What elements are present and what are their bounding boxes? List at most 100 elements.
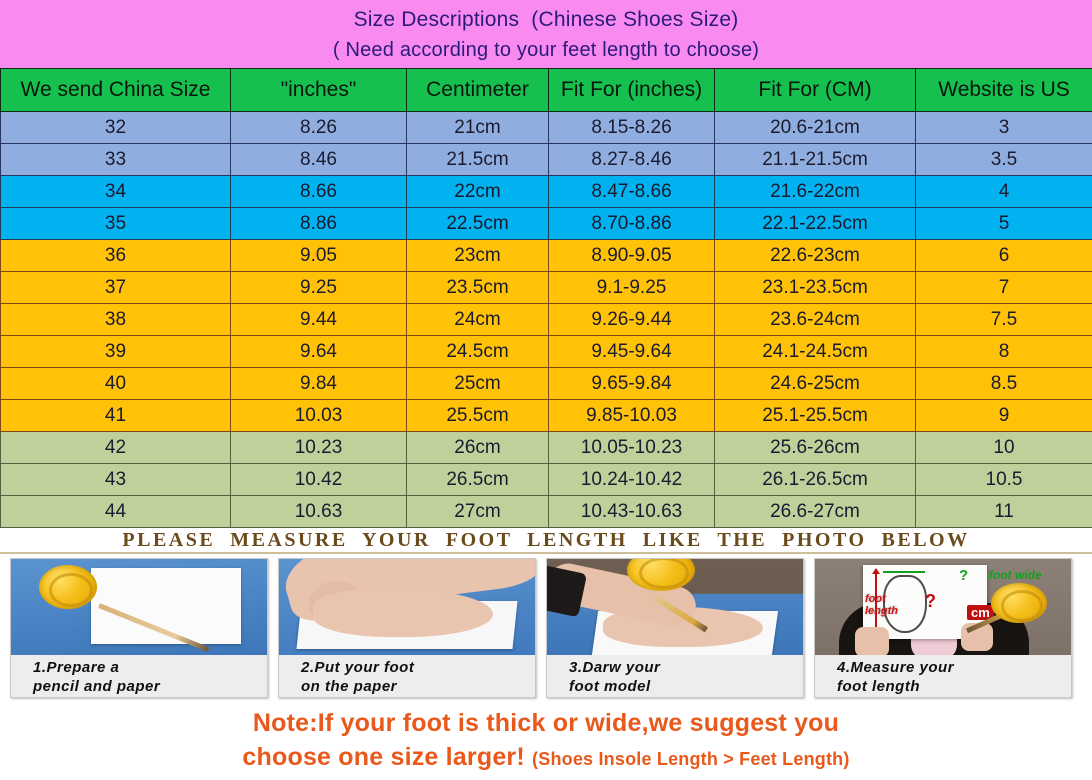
note-line-2-wrapper: choose one size larger! (Shoes Insole Le… [0,740,1092,776]
cell-fit-inches: 9.1-9.25 [548,271,715,304]
cell-us-size: 6 [915,239,1092,272]
step-1-photo [11,559,267,657]
cell-centimeter: 25.5cm [406,399,549,432]
cell-fit-cm: 25.6-26cm [714,431,916,464]
cell-inches: 8.26 [230,111,407,144]
cell-fit-inches: 8.27-8.46 [548,143,715,176]
cell-china-size: 32 [0,111,231,144]
cell-centimeter: 21cm [406,111,549,144]
table-row: 38 9.44 24cm 9.26-9.44 23.6-24cm 7.5 [0,303,1092,336]
lollipop-icon [627,559,695,591]
cell-china-size: 39 [0,335,231,368]
table-row: 35 8.86 22.5cm 8.70-8.86 22.1-22.5cm 5 [0,207,1092,240]
column-header-website-us: Website is US [915,68,1092,112]
cell-centimeter: 23cm [406,239,549,272]
cell-china-size: 43 [0,463,231,496]
cell-fit-inches: 8.15-8.26 [548,111,715,144]
column-header-china-size: We send China Size [0,68,231,112]
step-card-3: 3.Darw your foot model [546,558,804,698]
table-header-row: We send China Size "inches" Centimeter F… [0,68,1092,112]
cell-fit-cm: 23.6-24cm [714,303,916,336]
page-title: Size Descriptions (Chinese Shoes Size) [353,8,739,31]
step-3-caption: 3.Darw your foot model [547,655,803,697]
annotation-foot-length: foot length [865,593,898,617]
hand-shape [855,627,889,657]
table-row: 41 10.03 25.5cm 9.85-10.03 25.1-25.5cm 9 [0,399,1092,432]
cell-fit-inches: 10.43-10.63 [548,495,715,528]
cell-centimeter: 25cm [406,367,549,400]
step-card-1: 1.Prepare a pencil and paper [10,558,268,698]
cell-inches: 9.84 [230,367,407,400]
cell-china-size: 34 [0,175,231,208]
cell-fit-inches: 9.45-9.64 [548,335,715,368]
cell-us-size: 7 [915,271,1092,304]
cell-fit-cm: 22.1-22.5cm [714,207,916,240]
cell-us-size: 3 [915,111,1092,144]
cell-china-size: 40 [0,367,231,400]
step-4-photo: foot length ? ? foot wide cm [815,559,1071,657]
cell-fit-cm: 25.1-25.5cm [714,399,916,432]
table-row: 43 10.42 26.5cm 10.24-10.42 26.1-26.5cm 10.5 [0,463,1092,496]
cell-china-size: 41 [0,399,231,432]
annotation-question-green: ? [959,567,969,584]
cell-centimeter: 24.5cm [406,335,549,368]
cell-fit-inches: 8.90-9.05 [548,239,715,272]
cell-centimeter: 23.5cm [406,271,549,304]
cell-fit-inches: 9.65-9.84 [548,367,715,400]
cell-inches: 8.86 [230,207,407,240]
cell-fit-cm: 26.1-26.5cm [714,463,916,496]
column-header-centimeter: Centimeter [406,68,549,112]
cell-fit-cm: 23.1-23.5cm [714,271,916,304]
title-block: Size Descriptions (Chinese Shoes Size) (… [0,0,1092,68]
cell-china-size: 38 [0,303,231,336]
cell-us-size: 7.5 [915,303,1092,336]
column-header-fit-cm: Fit For (CM) [714,68,916,112]
lollipop-icon [39,565,97,609]
cell-fit-inches: 9.26-9.44 [548,303,715,336]
cell-centimeter: 24cm [406,303,549,336]
cell-fit-cm: 21.1-21.5cm [714,143,916,176]
table-row: 32 8.26 21cm 8.15-8.26 20.6-21cm 3 [0,111,1092,144]
cell-china-size: 42 [0,431,231,464]
cell-fit-inches: 9.85-10.03 [548,399,715,432]
cell-centimeter: 27cm [406,495,549,528]
table-row: 39 9.64 24.5cm 9.45-9.64 24.1-24.5cm 8 [0,335,1092,368]
step-2-photo [279,559,535,657]
cell-us-size: 10.5 [915,463,1092,496]
note-line-2: choose one size larger! [242,743,525,771]
step-card-4: foot length ? ? foot wide cm 4.Measure y… [814,558,1072,698]
annotation-foot-wide: foot wide [989,568,1042,582]
cell-china-size: 35 [0,207,231,240]
cell-centimeter: 26cm [406,431,549,464]
annotation-question-red: ? [925,591,936,611]
cell-fit-cm: 20.6-21cm [714,111,916,144]
measure-banner-text: PLEASE MEASURE YOUR FOOT LENGTH LIKE THE… [122,528,970,551]
cell-centimeter: 21.5cm [406,143,549,176]
lollipop-icon [991,583,1047,623]
note-line-1: Note:If your foot is thick or wide,we su… [252,709,840,737]
cell-inches: 10.23 [230,431,407,464]
cell-inches: 9.64 [230,335,407,368]
step-1-caption: 1.Prepare a pencil and paper [11,655,267,697]
cell-fit-cm: 26.6-27cm [714,495,916,528]
cell-fit-cm: 24.1-24.5cm [714,335,916,368]
cell-fit-inches: 8.70-8.86 [548,207,715,240]
column-header-fit-inches: Fit For (inches) [548,68,715,112]
cell-us-size: 8 [915,335,1092,368]
cell-us-size: 8.5 [915,367,1092,400]
cell-fit-inches: 10.05-10.23 [548,431,715,464]
step-card-2: 2.Put your foot on the paper [278,558,536,698]
cell-centimeter: 22cm [406,175,549,208]
size-table: We send China Size "inches" Centimeter F… [0,68,1092,528]
cell-china-size: 36 [0,239,231,272]
page-subtitle: ( Need according to your feet length to … [332,39,760,61]
foot-shape [313,589,493,637]
cell-fit-inches: 8.47-8.66 [548,175,715,208]
step-photo-strip: 1.Prepare a pencil and paper 2.Put your … [0,554,1092,698]
foot-outline-drawing [883,575,927,633]
cell-china-size: 33 [0,143,231,176]
cell-centimeter: 26.5cm [406,463,549,496]
table-row: 42 10.23 26cm 10.05-10.23 25.6-26cm 10 [0,431,1092,464]
cell-inches: 9.05 [230,239,407,272]
